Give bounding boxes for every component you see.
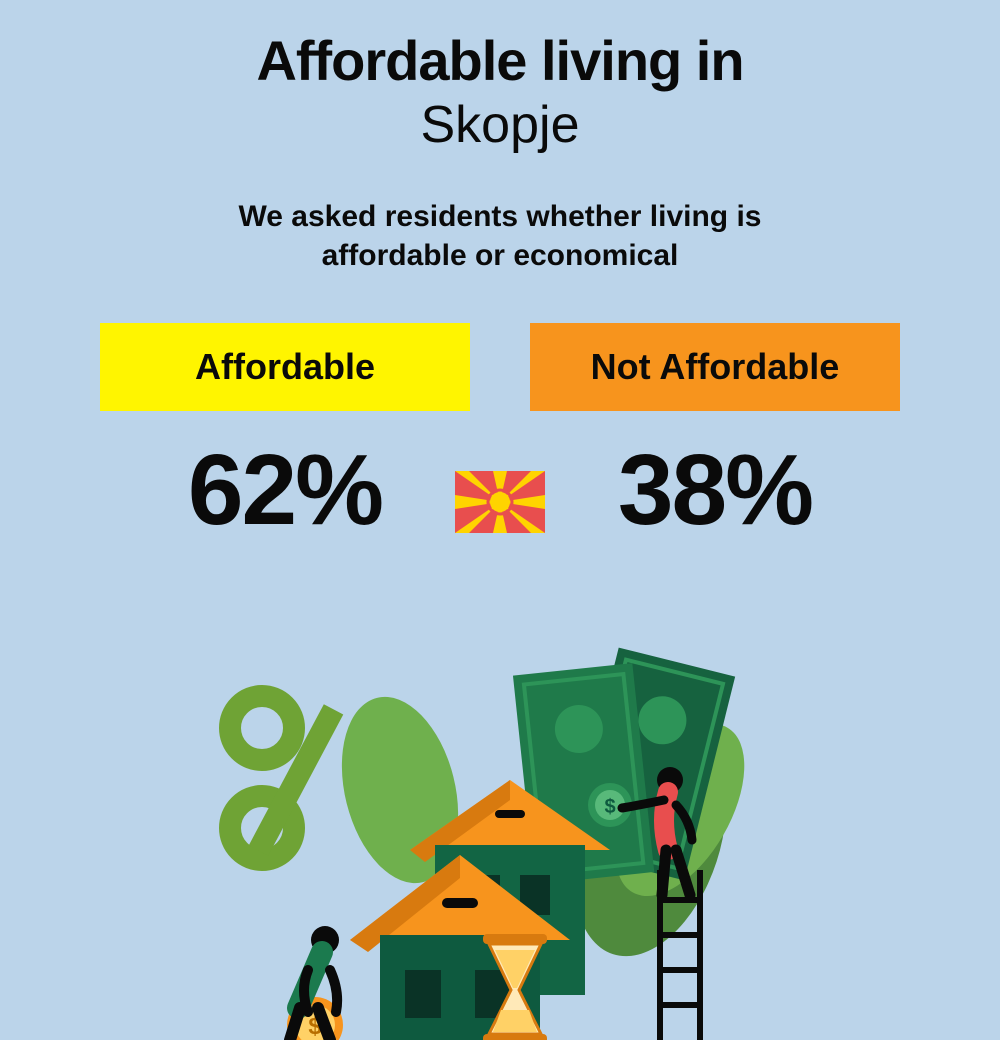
- svg-text:$: $: [604, 796, 615, 818]
- title-city: Skopje: [0, 95, 1000, 155]
- header: Affordable living in Skopje: [0, 0, 1000, 155]
- stat-affordable: Affordable 62%: [100, 323, 470, 548]
- subtitle-line1: We asked residents whether living is: [239, 200, 762, 233]
- pct-not-affordable: 38%: [618, 433, 812, 548]
- pct-affordable: 62%: [188, 433, 382, 548]
- percent-icon: [230, 696, 343, 860]
- subtitle-line2: affordable or economical: [322, 239, 679, 272]
- label-affordable: Affordable: [100, 323, 470, 411]
- stats-row: Affordable 62% Not Affordable 38%: [0, 323, 1000, 548]
- flag-icon: [455, 471, 545, 533]
- person-left-icon: $: [287, 926, 343, 1040]
- stat-not-affordable: Not Affordable 38%: [530, 323, 900, 548]
- illustration: $ $: [190, 640, 810, 1040]
- subtitle: We asked residents whether living is aff…: [0, 197, 1000, 275]
- label-not-affordable: Not Affordable: [530, 323, 900, 411]
- title-prefix: Affordable living in: [0, 28, 1000, 93]
